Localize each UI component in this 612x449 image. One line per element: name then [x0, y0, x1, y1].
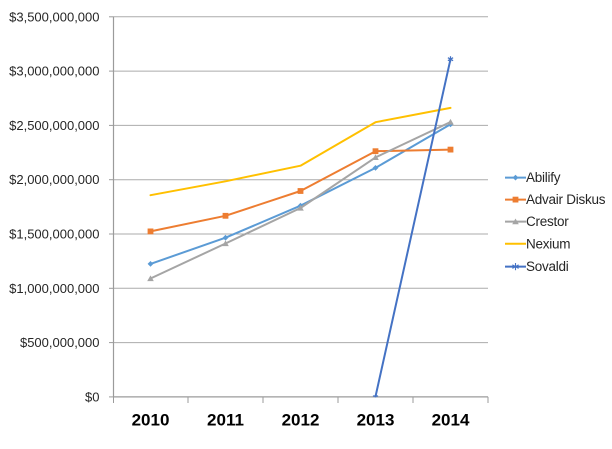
svg-text:$2,000,000,000: $2,000,000,000 [9, 172, 99, 187]
svg-text:2013: 2013 [357, 411, 395, 430]
svg-text:$3,500,000,000: $3,500,000,000 [9, 9, 99, 24]
svg-text:$1,000,000,000: $1,000,000,000 [9, 281, 99, 296]
svg-text:$2,500,000,000: $2,500,000,000 [9, 118, 99, 133]
svg-text:Advair Diskus: Advair Diskus [526, 192, 606, 207]
svg-text:2010: 2010 [132, 411, 170, 430]
svg-text:$1,500,000,000: $1,500,000,000 [9, 227, 99, 242]
svg-text:$500,000,000: $500,000,000 [20, 335, 100, 350]
svg-text:Sovaldi: Sovaldi [526, 259, 569, 274]
svg-text:2011: 2011 [207, 411, 244, 430]
svg-text:$3,000,000,000: $3,000,000,000 [9, 64, 99, 79]
svg-text:Nexium: Nexium [526, 236, 570, 251]
svg-text:Crestor: Crestor [526, 214, 569, 229]
svg-text:2014: 2014 [432, 411, 470, 430]
svg-text:2012: 2012 [282, 411, 320, 430]
svg-text:Abilify: Abilify [526, 170, 561, 185]
svg-text:$0: $0 [85, 389, 99, 404]
